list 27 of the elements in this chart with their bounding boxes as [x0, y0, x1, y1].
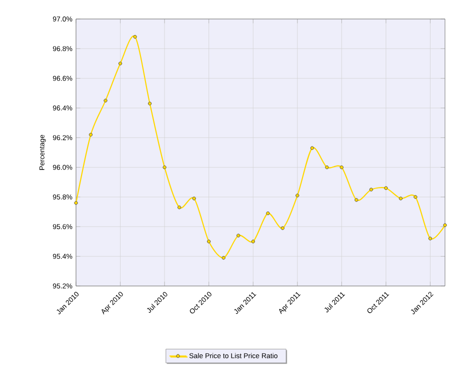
- point: [384, 186, 388, 190]
- point: [325, 165, 329, 170]
- point: [280, 226, 284, 230]
- point: [414, 195, 418, 199]
- point: [251, 240, 255, 244]
- point: [266, 211, 270, 216]
- point: [369, 188, 374, 192]
- point: [118, 62, 122, 66]
- point: [222, 256, 226, 260]
- point: [236, 234, 240, 238]
- point: [74, 201, 78, 205]
- point: [148, 102, 152, 106]
- point: [296, 194, 300, 198]
- point: [162, 165, 166, 170]
- point: [133, 34, 137, 39]
- point: [443, 223, 447, 228]
- point: [310, 146, 314, 150]
- point: [88, 132, 93, 137]
- point: [354, 198, 358, 202]
- line-series: [74, 34, 447, 260]
- point: [177, 206, 182, 210]
- point: [104, 98, 108, 102]
- point: [192, 196, 196, 200]
- point: [428, 236, 432, 240]
- point: [340, 165, 344, 170]
- point: [398, 196, 403, 200]
- point: [206, 240, 211, 244]
